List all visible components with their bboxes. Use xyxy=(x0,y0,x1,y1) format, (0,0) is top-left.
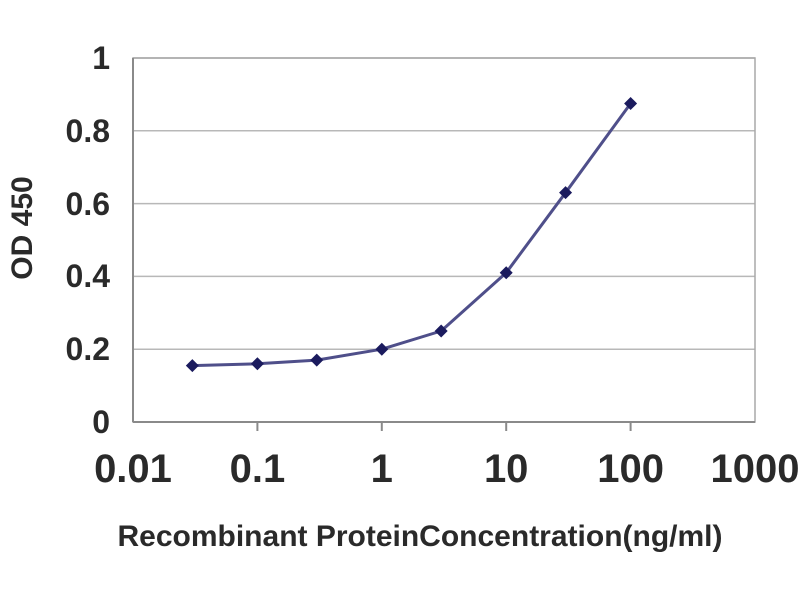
data-point-marker xyxy=(624,97,638,110)
y-tick-label: 0.2 xyxy=(65,331,110,368)
data-point-marker xyxy=(250,357,264,371)
data-point-marker xyxy=(310,353,324,367)
y-tick-label: 1 xyxy=(92,40,110,76)
x-axis-title: Recombinant ProteinConcentration(ng/ml) xyxy=(117,520,723,553)
data-point-marker xyxy=(559,186,573,200)
y-tick-label: 0.6 xyxy=(65,185,110,222)
data-point-marker xyxy=(375,342,389,356)
data-point-marker xyxy=(185,359,199,373)
y-tick-label: 0.8 xyxy=(65,112,110,149)
x-tick-label: 0.1 xyxy=(229,447,286,491)
x-tick-label: 0.01 xyxy=(94,447,172,491)
data-point-marker xyxy=(434,324,448,338)
x-tick-label: 100 xyxy=(597,447,664,491)
x-tick-label: 1 xyxy=(370,447,393,491)
x-tick-label: 10 xyxy=(483,447,529,491)
y-tick-label: 0 xyxy=(92,404,110,440)
data-point-marker xyxy=(499,266,513,280)
plot-border xyxy=(132,57,756,423)
y-axis-title: OD 450 xyxy=(6,176,39,280)
series-line xyxy=(192,102,632,368)
y-tick-label: 0.4 xyxy=(65,258,110,295)
x-tick-label: 1000 xyxy=(710,447,800,491)
